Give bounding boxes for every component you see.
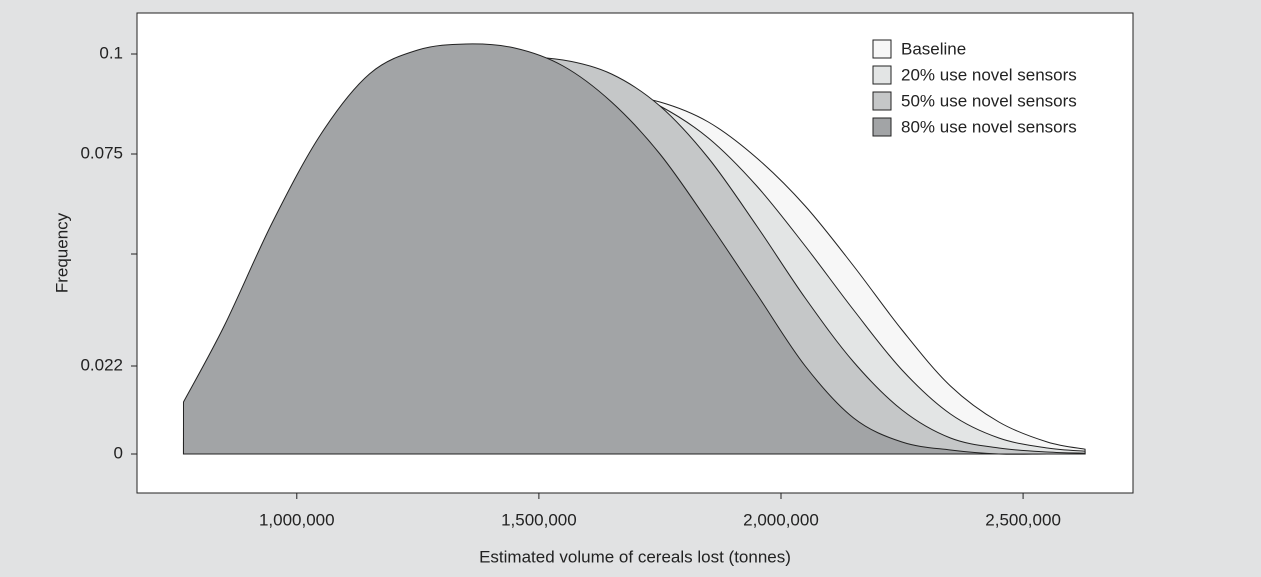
legend-swatch	[872, 39, 892, 59]
legend-swatch	[872, 65, 892, 85]
area	[182, 43, 1086, 455]
x-axis-label: Estimated volume of cereals lost (tonnes…	[479, 547, 791, 566]
x-tick-label: 1,500,000	[501, 510, 577, 529]
legend-label: 80% use novel sensors	[901, 117, 1077, 136]
legend-swatch	[872, 91, 892, 111]
legend-label: 20% use novel sensors	[901, 65, 1077, 84]
y-tick-label: 0.1	[99, 43, 123, 62]
x-tick-label: 2,500,000	[985, 510, 1061, 529]
y-tick-label: 0.022	[80, 355, 123, 374]
y-axis-label: Frequency	[52, 212, 71, 293]
y-tick-label: 0.075	[80, 143, 123, 162]
x-tick-label: 2,000,000	[743, 510, 819, 529]
x-tick-label: 1,000,000	[259, 510, 335, 529]
legend-swatch	[872, 117, 892, 137]
y-tick-label: 0	[114, 443, 123, 462]
legend-label: 50% use novel sensors	[901, 91, 1077, 110]
legend-label: Baseline	[901, 39, 966, 58]
